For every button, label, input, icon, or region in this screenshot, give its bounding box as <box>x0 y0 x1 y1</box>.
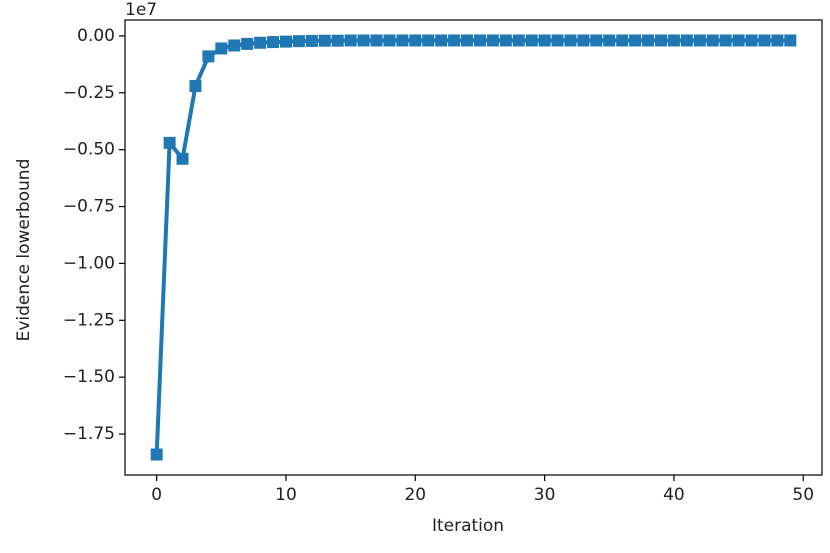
marker <box>590 34 603 47</box>
x-tick-label: 0 <box>151 485 162 505</box>
marker <box>370 34 383 47</box>
y-tick-label: 0.00 <box>77 26 115 46</box>
marker <box>228 39 241 52</box>
marker <box>473 34 486 47</box>
marker <box>538 34 551 47</box>
marker <box>163 136 176 149</box>
marker <box>448 34 461 47</box>
marker <box>344 34 357 47</box>
y-offset-label: 1e7 <box>125 0 157 20</box>
x-axis-label: Iteration <box>432 516 504 536</box>
marker <box>318 34 331 47</box>
marker <box>693 34 706 47</box>
marker <box>435 34 448 47</box>
marker <box>719 34 732 47</box>
marker <box>629 34 642 47</box>
marker <box>241 37 254 50</box>
marker <box>706 34 719 47</box>
marker <box>202 50 215 63</box>
marker <box>331 34 344 47</box>
marker <box>642 34 655 47</box>
marker <box>267 36 280 49</box>
marker <box>292 35 305 48</box>
y-tick-label: −0.50 <box>63 140 115 160</box>
marker <box>616 34 629 47</box>
marker <box>512 34 525 47</box>
y-tick-label: −0.25 <box>63 83 115 103</box>
marker <box>655 34 668 47</box>
marker <box>499 34 512 47</box>
marker <box>422 34 435 47</box>
marker <box>745 34 758 47</box>
marker <box>486 34 499 47</box>
y-tick-label: −1.25 <box>63 310 115 330</box>
marker <box>305 34 318 47</box>
marker <box>150 448 163 461</box>
marker <box>215 42 228 55</box>
y-tick-label: −1.75 <box>63 424 115 444</box>
marker <box>680 34 693 47</box>
x-tick-label: 30 <box>534 485 556 505</box>
marker <box>409 34 422 47</box>
marker <box>254 36 267 49</box>
marker <box>357 34 370 47</box>
marker <box>551 34 564 47</box>
x-tick-label: 20 <box>404 485 426 505</box>
marker <box>667 34 680 47</box>
series-line <box>154 38 791 455</box>
marker <box>279 35 292 48</box>
marker <box>176 152 189 165</box>
marker <box>383 34 396 47</box>
y-axis-label: Evidence lowerbound <box>14 159 34 342</box>
x-tick-label: 10 <box>275 485 297 505</box>
marker <box>784 34 797 47</box>
marker <box>461 34 474 47</box>
y-tick-label: −0.75 <box>63 197 115 217</box>
marker <box>732 34 745 47</box>
marker <box>577 34 590 47</box>
marker <box>525 34 538 47</box>
marker <box>564 34 577 47</box>
marker <box>603 34 616 47</box>
marker <box>189 79 202 92</box>
plot-frame <box>124 19 823 476</box>
marker <box>396 34 409 47</box>
marker <box>771 34 784 47</box>
x-tick-label: 40 <box>663 485 685 505</box>
x-tick-label: 50 <box>792 485 814 505</box>
y-tick-label: −1.00 <box>63 253 115 273</box>
y-tick-label: −1.50 <box>63 367 115 387</box>
marker <box>758 34 771 47</box>
